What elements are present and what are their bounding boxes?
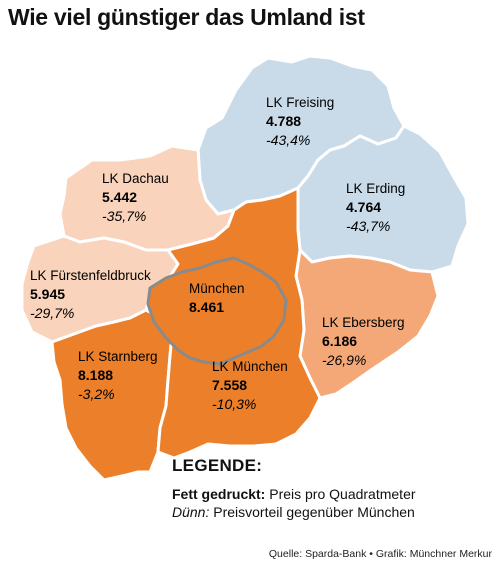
region-price: 7.558 [212,377,247,393]
region-price: 5.945 [30,286,65,302]
label-ebersberg: LK Ebersberg 6.186 -26,9% [322,315,405,368]
region-delta: -43,7% [346,218,390,234]
region-delta: -35,7% [102,208,146,224]
legend-bold-desc: Preis pro Quadratmeter [269,486,416,502]
region-price: 4.764 [346,199,381,215]
region-name: LK Dachau [102,171,169,186]
region-name: LK Freising [266,95,334,110]
region-muenchen-stadt [146,256,288,366]
label-muenchen-stadt: München 8.461 [189,281,245,315]
legend-row-delta: Dünn: Preisvorteil gegenüber München [172,503,416,521]
label-dachau: LK Dachau 5.442 -35,7% [102,171,169,224]
region-price: 6.186 [322,333,357,349]
label-erding: LK Erding 4.764 -43,7% [346,181,405,234]
label-fuerstenfeldbruck: LK Fürstenfeldbruck 5.945 -29,7% [30,268,151,321]
region-name: LK Fürstenfeldbruck [30,268,151,283]
legend-title: LEGENDE: [172,456,263,475]
region-delta: -26,9% [322,352,366,368]
region-price: 4.788 [266,113,301,129]
region-delta: -10,3% [212,396,256,412]
legend-thin-desc: Preisvorteil gegenüber München [213,504,415,520]
region-name: München [189,281,245,296]
region-delta: -43,4% [266,132,310,148]
label-starnberg: LK Starnberg 8.188 -3,2% [78,349,158,402]
region-delta: -3,2% [78,386,115,402]
map-title: Wie viel günstiger das Umland ist [8,4,365,30]
legend: LEGENDE: Fett gedruckt: Preis pro Quadra… [172,456,416,521]
region-price: 5.442 [102,189,137,205]
region-name: LK Starnberg [78,349,158,364]
region-name: LK Erding [346,181,405,196]
region-price: 8.188 [78,367,113,383]
legend-thin-label: Dünn: [172,504,210,520]
region-price: 8.461 [189,299,224,315]
legend-bold-label: Fett gedruckt: [172,486,266,502]
label-freising: LK Freising 4.788 -43,4% [266,95,334,148]
legend-row-price: Fett gedruckt: Preis pro Quadratmeter [172,485,416,503]
region-name: LK München [212,359,288,374]
source-credit: Quelle: Sparda-Bank • Grafik: Münchner M… [268,548,492,560]
region-name: LK Ebersberg [322,315,405,330]
region-delta: -29,7% [30,305,74,321]
label-lk-muenchen: LK München 7.558 -10,3% [212,359,288,412]
